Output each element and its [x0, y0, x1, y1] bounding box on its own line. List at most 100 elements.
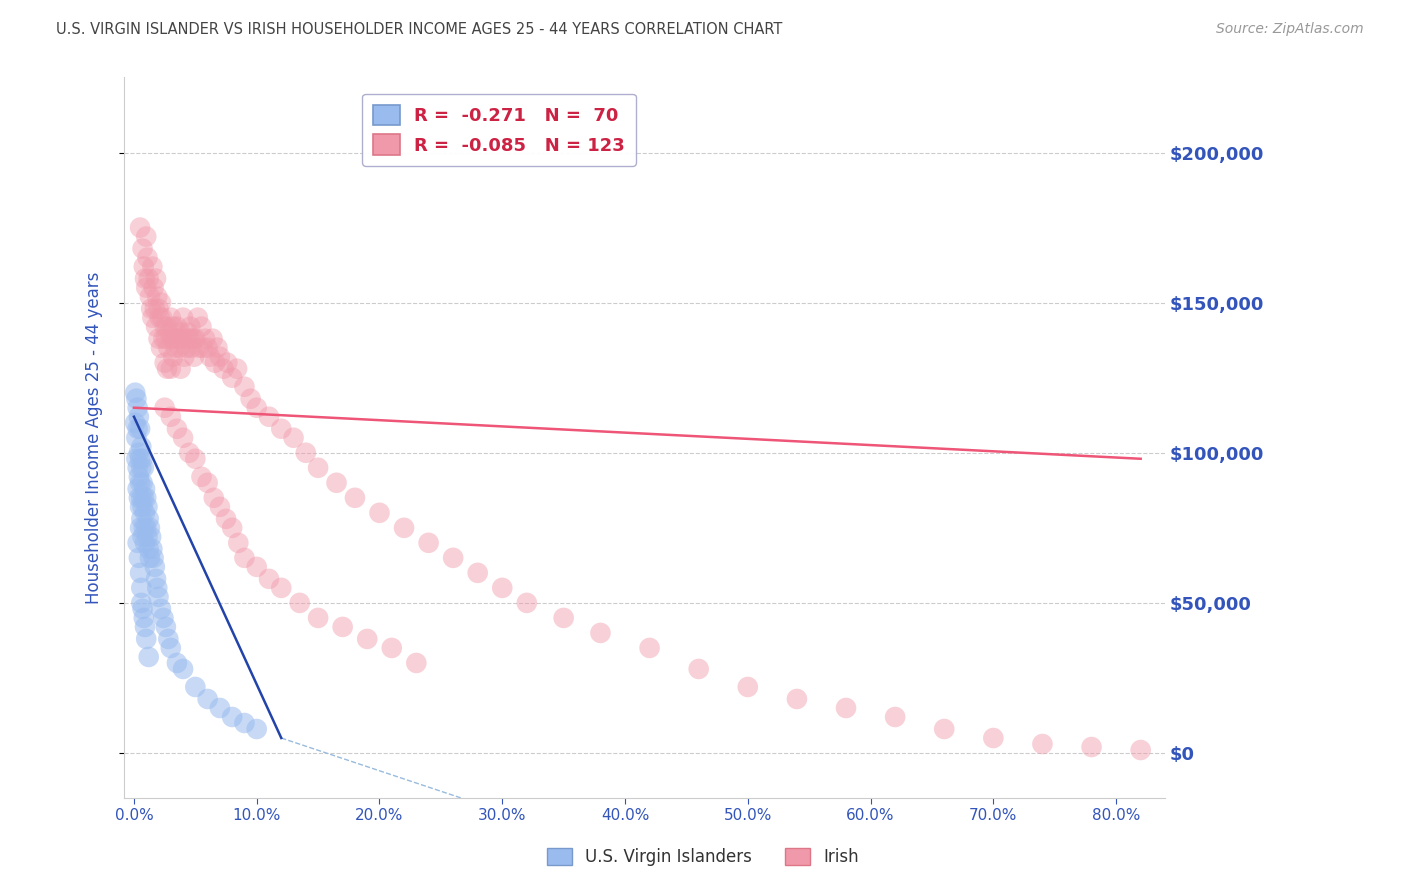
- Point: [221, 370, 243, 384]
- Point: [163, 332, 186, 346]
- Point: [226, 536, 249, 550]
- Point: [125, 451, 148, 466]
- Point: [138, 541, 160, 556]
- Point: [127, 482, 149, 496]
- Point: [179, 332, 201, 346]
- Point: [270, 581, 292, 595]
- Point: [162, 319, 184, 334]
- Point: [141, 310, 163, 325]
- Point: [233, 550, 256, 565]
- Point: [207, 341, 229, 355]
- Point: [159, 640, 181, 655]
- Point: [152, 332, 174, 346]
- Point: [141, 260, 163, 274]
- Point: [129, 500, 152, 514]
- Point: [132, 460, 155, 475]
- Point: [155, 332, 177, 346]
- Point: [136, 251, 159, 265]
- Point: [246, 559, 269, 574]
- Point: [131, 475, 153, 490]
- Point: [221, 710, 243, 724]
- Point: [1031, 737, 1053, 751]
- Point: [131, 602, 153, 616]
- Point: [246, 401, 269, 415]
- Point: [325, 475, 347, 490]
- Point: [145, 271, 167, 285]
- Point: [157, 632, 180, 646]
- Point: [131, 451, 153, 466]
- Point: [198, 350, 221, 364]
- Point: [136, 530, 159, 544]
- Point: [141, 541, 163, 556]
- Point: [134, 506, 156, 520]
- Point: [295, 446, 318, 460]
- Point: [139, 530, 162, 544]
- Point: [208, 701, 231, 715]
- Point: [737, 680, 759, 694]
- Point: [129, 220, 152, 235]
- Point: [129, 475, 152, 490]
- Point: [169, 341, 191, 355]
- Point: [150, 310, 173, 325]
- Point: [139, 550, 162, 565]
- Point: [233, 716, 256, 731]
- Point: [190, 470, 212, 484]
- Point: [172, 431, 194, 445]
- Point: [179, 319, 201, 334]
- Point: [132, 611, 155, 625]
- Point: [139, 301, 162, 316]
- Point: [180, 341, 202, 355]
- Point: [233, 380, 256, 394]
- Point: [191, 341, 214, 355]
- Point: [441, 550, 464, 565]
- Point: [127, 536, 149, 550]
- Point: [288, 596, 311, 610]
- Point: [221, 521, 243, 535]
- Point: [257, 572, 280, 586]
- Point: [184, 332, 207, 346]
- Point: [145, 319, 167, 334]
- Point: [138, 649, 160, 664]
- Point: [197, 341, 219, 355]
- Point: [127, 422, 149, 436]
- Point: [215, 512, 238, 526]
- Point: [173, 350, 195, 364]
- Point: [157, 341, 180, 355]
- Point: [270, 422, 292, 436]
- Point: [124, 416, 146, 430]
- Point: [307, 611, 329, 625]
- Point: [246, 722, 269, 736]
- Point: [143, 559, 166, 574]
- Point: [146, 581, 169, 595]
- Text: Source: ZipAtlas.com: Source: ZipAtlas.com: [1216, 22, 1364, 37]
- Point: [131, 581, 153, 595]
- Point: [201, 332, 224, 346]
- Point: [131, 512, 153, 526]
- Point: [381, 640, 404, 655]
- Point: [131, 460, 153, 475]
- Point: [202, 491, 225, 505]
- Point: [184, 451, 207, 466]
- Point: [156, 319, 179, 334]
- Point: [169, 361, 191, 376]
- Point: [177, 326, 200, 340]
- Point: [153, 356, 176, 370]
- Point: [188, 341, 211, 355]
- Point: [156, 361, 179, 376]
- Point: [152, 611, 174, 625]
- Point: [208, 350, 231, 364]
- Point: [128, 446, 150, 460]
- Point: [307, 460, 329, 475]
- Point: [145, 572, 167, 586]
- Point: [166, 422, 188, 436]
- Point: [128, 409, 150, 424]
- Point: [197, 692, 219, 706]
- Text: U.S. VIRGIN ISLANDER VS IRISH HOUSEHOLDER INCOME AGES 25 - 44 YEARS CORRELATION : U.S. VIRGIN ISLANDER VS IRISH HOUSEHOLDE…: [56, 22, 783, 37]
- Point: [589, 626, 612, 640]
- Point: [516, 596, 538, 610]
- Point: [131, 440, 153, 454]
- Point: [257, 409, 280, 424]
- Point: [149, 341, 172, 355]
- Point: [343, 491, 366, 505]
- Point: [165, 341, 187, 355]
